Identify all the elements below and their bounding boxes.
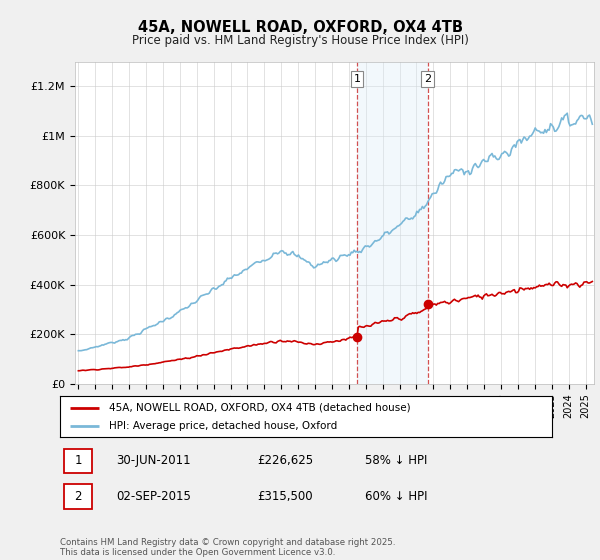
Text: 2: 2: [424, 74, 431, 84]
Text: 60% ↓ HPI: 60% ↓ HPI: [365, 489, 428, 503]
Text: 02-SEP-2015: 02-SEP-2015: [116, 489, 191, 503]
Text: HPI: Average price, detached house, Oxford: HPI: Average price, detached house, Oxfo…: [109, 421, 337, 431]
Bar: [357, 62, 428, 384]
Text: 1: 1: [74, 454, 82, 468]
Text: 30-JUN-2011: 30-JUN-2011: [116, 454, 191, 468]
FancyBboxPatch shape: [64, 449, 92, 473]
Text: Contains HM Land Registry data © Crown copyright and database right 2025.
This d: Contains HM Land Registry data © Crown c…: [60, 538, 395, 557]
Text: Price paid vs. HM Land Registry's House Price Index (HPI): Price paid vs. HM Land Registry's House …: [131, 34, 469, 46]
Text: 2: 2: [74, 489, 82, 503]
FancyBboxPatch shape: [64, 484, 92, 508]
Text: 45A, NOWELL ROAD, OXFORD, OX4 4TB: 45A, NOWELL ROAD, OXFORD, OX4 4TB: [137, 20, 463, 35]
Text: 1: 1: [353, 74, 361, 84]
Text: 45A, NOWELL ROAD, OXFORD, OX4 4TB (detached house): 45A, NOWELL ROAD, OXFORD, OX4 4TB (detac…: [109, 403, 411, 413]
Text: £315,500: £315,500: [257, 489, 313, 503]
Text: 58% ↓ HPI: 58% ↓ HPI: [365, 454, 427, 468]
Text: £226,625: £226,625: [257, 454, 313, 468]
